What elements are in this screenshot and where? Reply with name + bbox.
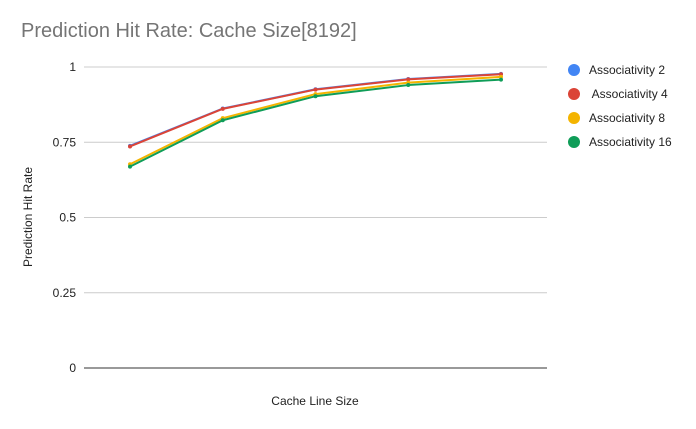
- legend-item: Associativity 2: [568, 58, 692, 82]
- series-lines: [128, 71, 503, 169]
- x-axis-title: Cache Line Size: [271, 394, 359, 408]
- data-point: [128, 164, 132, 169]
- y-tick-labels: 0 0.25 0.5 0.75 1: [53, 60, 77, 375]
- data-point: [128, 144, 132, 149]
- legend-item: Associativity 4: [568, 82, 692, 106]
- legend-label: Associativity 4: [589, 87, 668, 101]
- y-tick-label: 1: [69, 60, 76, 74]
- legend-label: Associativity 2: [589, 63, 666, 77]
- legend-swatch: [568, 112, 580, 124]
- y-tick-label: 0.75: [53, 135, 77, 149]
- legend-label: Associativity 8: [589, 111, 666, 125]
- data-point: [220, 106, 225, 111]
- legend-item: Associativity 8: [568, 106, 692, 130]
- y-tick-label: 0.5: [59, 211, 76, 225]
- series-group: [128, 77, 503, 169]
- legend-swatch: [568, 64, 580, 76]
- data-point: [313, 87, 318, 92]
- chart-title: Prediction Hit Rate: Cache Size[8192]: [21, 20, 357, 42]
- data-point: [499, 77, 503, 82]
- legend-swatch: [568, 136, 580, 148]
- data-point: [220, 118, 225, 123]
- y-tick-label: 0.25: [53, 286, 77, 300]
- legend-item: Associativity 16: [568, 130, 692, 154]
- data-point: [313, 94, 318, 99]
- legend: Associativity 2 Associativity 4 Associati…: [568, 58, 692, 154]
- y-tick-label: 0: [69, 361, 76, 375]
- series-line: [129, 72, 502, 147]
- gridlines: [84, 66, 547, 369]
- data-point: [406, 83, 411, 88]
- data-point: [406, 77, 411, 82]
- legend-label: Associativity 16: [589, 135, 672, 149]
- legend-swatch: [568, 88, 580, 100]
- y-axis-title: Prediction Hit Rate: [21, 167, 35, 267]
